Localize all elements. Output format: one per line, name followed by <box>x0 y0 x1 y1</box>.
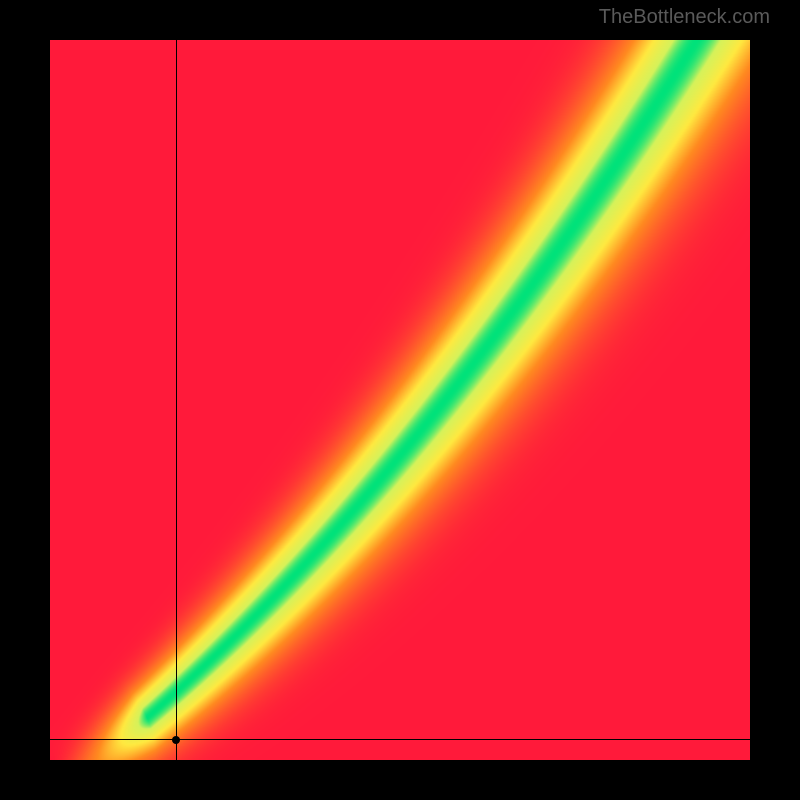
crosshair-horizontal <box>50 739 750 740</box>
heatmap-canvas <box>50 40 750 760</box>
crosshair-vertical <box>176 40 177 760</box>
watermark-text: TheBottleneck.com <box>599 6 770 29</box>
plot-area <box>50 40 750 760</box>
crosshair-marker <box>172 736 180 744</box>
chart-container: TheBottleneck.com <box>0 0 800 800</box>
